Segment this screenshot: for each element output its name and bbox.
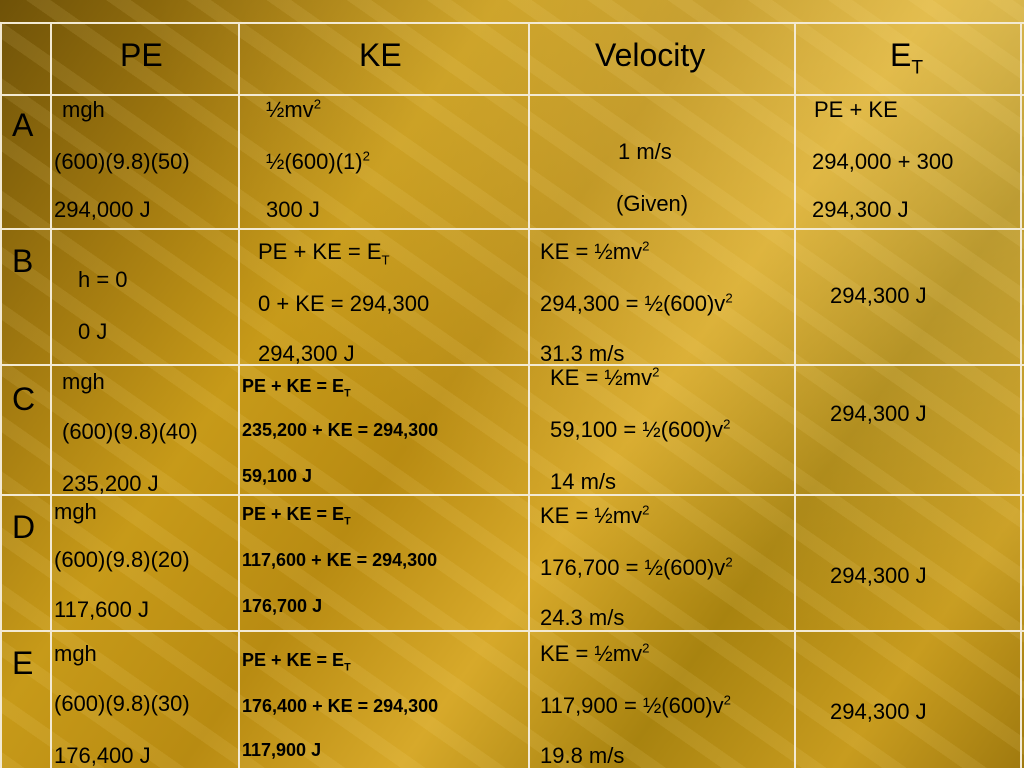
e-pe-line2: (600)(9.8)(30) [54, 691, 190, 716]
c-pe-line3: 235,200 J [62, 471, 159, 496]
e-pe-line3: 176,400 J [54, 743, 151, 768]
c-ke-line1: PE + KE = ET [242, 376, 351, 400]
c-velocity-line2: 59,100 = ½(600)v2 [550, 416, 731, 442]
b-et-value: 294,300 J [830, 283, 927, 308]
a-et-line1: PE + KE [814, 97, 898, 122]
b-velocity-line3: 31.3 m/s [540, 341, 625, 366]
row-label-d: D [12, 509, 36, 545]
d-et-value: 294,300 J [830, 563, 927, 588]
grid-line [0, 364, 1024, 366]
c-ke-line2: 235,200 + KE = 294,300 [242, 420, 439, 440]
d-pe-line1: mgh [54, 499, 97, 524]
b-velocity-line1: KE = ½mv2 [540, 238, 650, 264]
a-ke-line2: ½(600)(1)2 [266, 148, 370, 174]
b-ke-line1: PE + KE = ET [258, 239, 390, 268]
header-ke: KE [359, 37, 402, 73]
a-pe-line1: mgh [62, 97, 105, 122]
row-label-a: A [12, 107, 34, 143]
c-pe-line1: mgh [62, 369, 105, 394]
b-pe-line2: 0 J [78, 319, 108, 344]
b-velocity-line2: 294,300 = ½(600)v2 [540, 290, 733, 316]
a-velocity-line2: (Given) [616, 191, 689, 216]
c-velocity-line3: 14 m/s [550, 469, 617, 494]
d-velocity-line2: 176,700 = ½(600)v2 [540, 554, 733, 580]
a-pe-line2: (600)(9.8)(50) [54, 149, 190, 174]
e-ke-line2: 176,400 + KE = 294,300 [242, 696, 439, 716]
grid-line [0, 94, 1024, 96]
b-ke-line3: 294,300 J [258, 341, 355, 366]
a-pe-line3: 294,000 J [54, 197, 151, 222]
energy-table [0, 22, 1024, 768]
grid-line [0, 228, 1024, 230]
a-et-line2: 294,000 + 300 [812, 149, 954, 174]
c-pe-line2: (600)(9.8)(40) [62, 419, 198, 444]
grid-line [1020, 22, 1022, 768]
header-et: ET [890, 37, 924, 79]
e-ke-line3: 117,900 J [242, 740, 322, 760]
a-et-line3: 294,300 J [812, 197, 909, 222]
e-velocity-line2: 117,900 = ½(600)v2 [540, 692, 732, 718]
header-velocity: Velocity [595, 37, 706, 73]
a-velocity-line1: 1 m/s [618, 139, 672, 164]
a-ke-line3: 300 J [266, 197, 320, 222]
grid-line [0, 630, 1024, 632]
grid-line [0, 22, 2, 768]
b-pe-line1: h = 0 [78, 267, 128, 292]
e-velocity-line3: 19.8 m/s [540, 743, 625, 768]
d-pe-line2: (600)(9.8)(20) [54, 547, 190, 572]
header-pe: PE [120, 37, 163, 73]
grid-line [238, 22, 240, 768]
d-ke-line3: 176,700 J [242, 596, 323, 616]
grid-line [528, 22, 530, 768]
d-velocity-line1: KE = ½mv2 [540, 502, 650, 528]
c-ke-line3: 59,100 J [242, 466, 313, 486]
grid-line [794, 22, 796, 768]
grid-line [0, 494, 1024, 496]
e-velocity-line1: KE = ½mv2 [540, 640, 650, 666]
e-ke-line1: PE + KE = ET [242, 650, 351, 674]
row-label-e: E [12, 645, 34, 681]
d-ke-line1: PE + KE = ET [242, 504, 351, 528]
row-label-b: B [12, 243, 34, 279]
a-ke-line1: ½mv2 [266, 96, 322, 122]
grid-line [0, 22, 1024, 24]
e-pe-line1: mgh [54, 641, 97, 666]
c-et-value: 294,300 J [830, 401, 927, 426]
d-ke-line2: 117,600 + KE = 294,300 [242, 550, 438, 570]
d-pe-line3: 117,600 J [54, 597, 150, 622]
b-ke-line2: 0 + KE = 294,300 [258, 291, 430, 316]
row-label-c: C [12, 381, 36, 417]
c-velocity-line1: KE = ½mv2 [550, 364, 660, 390]
grid-line [50, 22, 52, 768]
d-velocity-line3: 24.3 m/s [540, 605, 625, 630]
e-et-value: 294,300 J [830, 699, 927, 724]
